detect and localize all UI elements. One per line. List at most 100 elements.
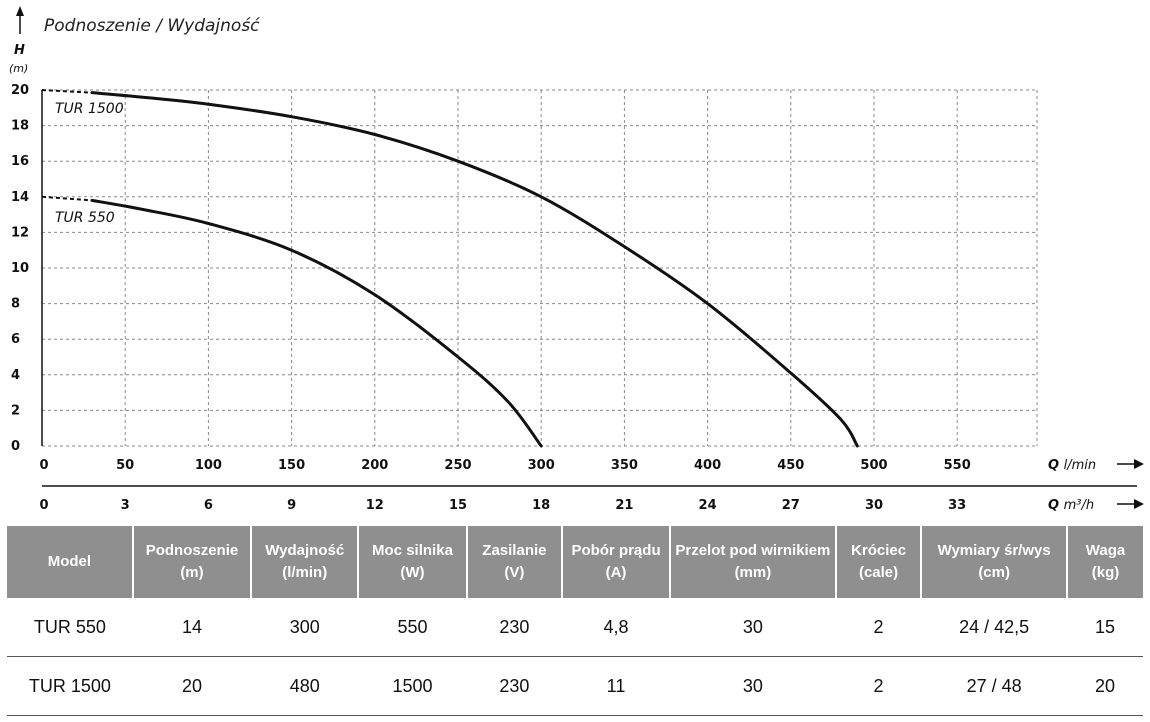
x-tick-label: 250 [444, 458, 471, 473]
table-cell: 550 [397, 616, 428, 637]
column-header: Podnoszenie (m) [132, 526, 253, 598]
column-header-title: Waga [1085, 541, 1126, 559]
column-header: Moc silnika (W) [358, 526, 468, 598]
y-tick-label: 6 [11, 332, 20, 347]
x-tick-label: 550 [944, 458, 971, 473]
x-tick-label: 50 [116, 458, 134, 473]
y-tick-label: 8 [11, 297, 20, 312]
column-header-title: Króciec [851, 541, 907, 559]
y-tick-label: 20 [11, 83, 29, 98]
table-cell: TUR 550 [33, 616, 106, 637]
table-cell: TUR 1500 [28, 675, 111, 696]
y-tick-label: 12 [11, 225, 29, 240]
x-tick-label: 0 [39, 458, 48, 473]
chart-title: Podnoszenie / Wydajność [44, 16, 260, 36]
table-cell: 230 [499, 616, 530, 637]
x2-tick-label: 15 [449, 498, 467, 513]
y-axis-unit: (m) [9, 62, 28, 75]
column-header-unit: (mm) [734, 564, 772, 581]
series-curve-dashed [41, 195, 92, 202]
table-row: TUR 1500 20 480 1500 230 11 30 2 27 / 48 20 [7, 657, 1143, 716]
y-tick-label: 0 [11, 439, 20, 454]
column-header-unit: (V) [504, 564, 525, 581]
table-cell: 480 [289, 675, 320, 696]
series-curve [90, 198, 543, 448]
chart-grid [41, 89, 1038, 447]
table-cell: 230 [499, 675, 530, 696]
x2-tick-label: 0 [39, 498, 48, 513]
table-row: TUR 550 14 300 550 230 4,8 30 2 24 / 42,5 15 [7, 598, 1143, 657]
y-tick-label: 2 [11, 403, 20, 418]
x2-tick-label: 9 [287, 498, 296, 513]
series-curve-dashed [41, 89, 92, 94]
series-label: TUR 550 [55, 210, 115, 226]
table-cell: 27 / 48 [966, 675, 1022, 696]
x-tick-label: 400 [694, 458, 721, 473]
column-header-title: Wydajność [265, 541, 345, 559]
x2-tick-label: 21 [615, 498, 633, 513]
table-cell: 300 [289, 616, 320, 637]
column-header-unit: (W) [400, 564, 425, 581]
specification-table-body: TUR 550 14 300 550 230 4,8 30 2 24 / 42,5 15 TUR 1… [7, 598, 1143, 716]
y-tick-label: 4 [11, 368, 20, 383]
chart-labels: Q l/min Q m³/h Podnoszenie / Wydajność H (m)… [9, 6, 1144, 513]
column-header-title: Model [47, 552, 92, 570]
table-cell: 24 / 42,5 [959, 616, 1030, 637]
table-cell: 4,8 [603, 616, 629, 637]
chart-series-layer [41, 89, 859, 448]
column-header: Wydajność (l/min) [251, 526, 360, 598]
x2-axis-arrow-head [1134, 499, 1144, 509]
x-tick-label: 450 [777, 458, 804, 473]
header-row: Model Podnoszenie (m) Wydajność (l/min) Moc s… [7, 526, 1143, 598]
x2-axis-unit: m³/h [1064, 498, 1095, 513]
table-cell: 15 [1094, 616, 1116, 637]
column-header-title: Zasilanie [482, 541, 547, 559]
x2-tick-label: 24 [699, 498, 717, 513]
y-tick-label: 16 [11, 154, 29, 169]
x-axis-unit: l/min [1064, 458, 1097, 473]
column-header: Przelot pod wirnikiem (mm) [669, 526, 837, 598]
column-header: Wymiary śr/wys (cm) [921, 526, 1069, 598]
column-header: Króciec (cale) [835, 526, 923, 598]
table-cell: 30 [742, 616, 763, 637]
x2-tick-label: 18 [532, 498, 550, 513]
x-tick-label: 350 [611, 458, 638, 473]
series-label: TUR 1500 [55, 101, 124, 117]
table-cell: 2 [873, 675, 884, 696]
y-axis-arrow-head [16, 6, 24, 16]
column-header-unit: (kg) [1091, 564, 1120, 581]
table-cell: 20 [181, 675, 202, 696]
x2-tick-label: 33 [948, 498, 966, 513]
x-tick-label: 200 [361, 458, 388, 473]
table-cell: 2 [873, 616, 884, 637]
table-cell: 30 [742, 675, 763, 696]
column-header-unit: (cm) [978, 564, 1010, 581]
y-tick-label: 14 [11, 190, 29, 205]
x-axis-label: Q l/min [1048, 458, 1096, 473]
table-cell: 20 [1094, 675, 1116, 696]
series-curve [90, 91, 859, 448]
column-header: Pobór prądu (A) [562, 526, 671, 598]
table-cell: 14 [181, 616, 202, 637]
specification-table-header: Model Podnoszenie (m) Wydajność (l/min) Moc s… [7, 526, 1143, 598]
table-cell: 1500 [392, 675, 433, 696]
x2-axis-label: Q m³/h [1048, 498, 1094, 513]
x2-tick-label: 30 [865, 498, 883, 513]
x2-tick-label: 6 [204, 498, 213, 513]
x-axis-arrow-head [1134, 459, 1144, 469]
y-tick-label: 10 [11, 261, 29, 276]
x-tick-label: 100 [195, 458, 222, 473]
x-tick-label: 500 [860, 458, 887, 473]
y-tick-label: 18 [11, 119, 29, 134]
specification-table: Model Podnoszenie (m) Wydajność (l/min) Moc s… [7, 526, 1143, 716]
column-header-unit: (l/min) [282, 564, 328, 581]
column-header-unit: (cale) [858, 564, 899, 581]
column-header-title: Wymiary śr/wys [937, 541, 1051, 559]
column-header-title: Przelot pod wirnikiem [675, 541, 831, 559]
x2-tick-label: 3 [121, 498, 130, 513]
column-header-title: Podnoszenie [145, 541, 239, 559]
x2-tick-label: 12 [366, 498, 384, 513]
column-header: Zasilanie (V) [466, 526, 564, 598]
column-header-unit: (m) [180, 564, 204, 581]
